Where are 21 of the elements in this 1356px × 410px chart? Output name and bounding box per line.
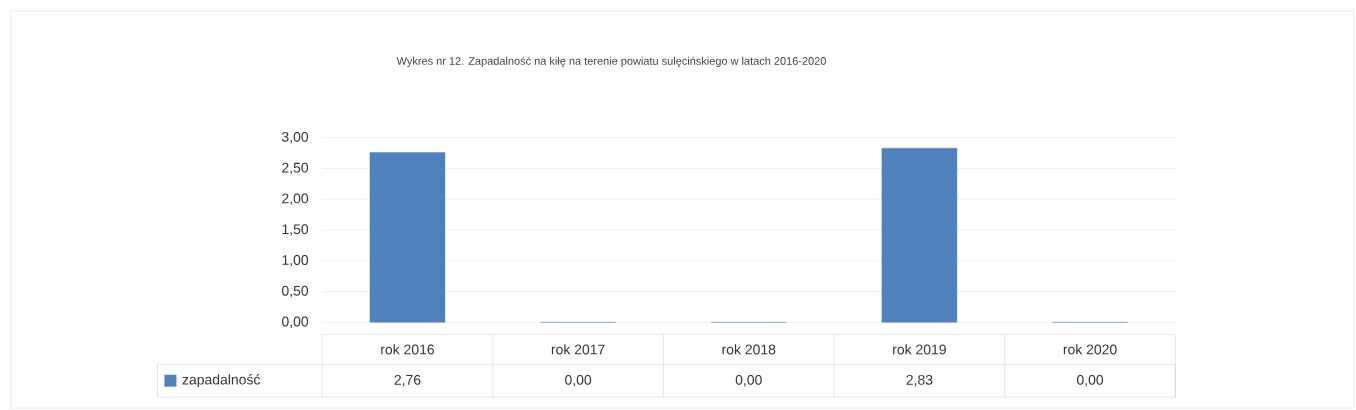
x-tick-label: rok 2019 <box>893 344 946 355</box>
data-label: 2,83 <box>906 374 933 387</box>
data-label: 0,00 <box>1077 374 1104 387</box>
y-tick-label: 2,00 <box>282 193 309 205</box>
data-label: 0,00 <box>735 374 762 387</box>
data-label: 2,76 <box>394 374 421 387</box>
x-tick-label: rok 2017 <box>551 344 605 355</box>
legend-label: zapadalność <box>182 374 261 388</box>
y-tick-label: 3,00 <box>281 131 309 144</box>
data-label: 0,00 <box>565 374 592 387</box>
y-tick-label: 1,50 <box>282 224 309 236</box>
x-tick-label: rok 2018 <box>722 344 776 355</box>
y-tick-label: 2,50 <box>282 162 309 175</box>
bar <box>881 147 958 323</box>
y-tick-label: 0,50 <box>281 285 309 298</box>
x-tick-label: rok 2016 <box>381 344 434 355</box>
chart-title: Wykres nr 12. Zapadalność na kiłę na terenie powiatu sulęcińskiego w latach 2016-2020 <box>396 56 826 67</box>
y-tick-label: 0,00 <box>281 316 309 329</box>
y-tick-label: 1,00 <box>282 254 309 267</box>
bar <box>369 152 446 323</box>
x-tick-label: rok 2020 <box>1063 344 1117 355</box>
